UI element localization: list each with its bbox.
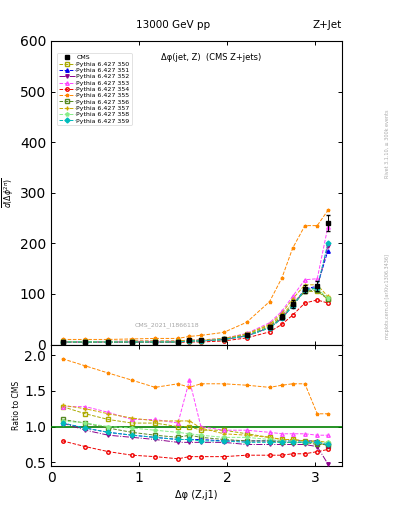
Y-axis label: $\frac{d\sigma}{d(\Delta\phi^{2\pi})}$: $\frac{d\sigma}{d(\Delta\phi^{2\pi})}$ bbox=[0, 177, 18, 208]
Text: Rivet 3.1.10, ≥ 300k events: Rivet 3.1.10, ≥ 300k events bbox=[385, 109, 390, 178]
Text: Z+Jet: Z+Jet bbox=[313, 20, 342, 30]
Y-axis label: Ratio to CMS: Ratio to CMS bbox=[13, 380, 22, 430]
Text: CMS_2021_I1866118: CMS_2021_I1866118 bbox=[135, 322, 200, 328]
Text: Δφ(jet, Z)  (CMS Z+jets): Δφ(jet, Z) (CMS Z+jets) bbox=[161, 53, 261, 62]
Legend: CMS, Pythia 6.427 350, Pythia 6.427 351, Pythia 6.427 352, Pythia 6.427 353, Pyt: CMS, Pythia 6.427 350, Pythia 6.427 351,… bbox=[57, 53, 132, 125]
Text: 13000 GeV pp: 13000 GeV pp bbox=[136, 20, 210, 30]
X-axis label: Δφ (Z,j1): Δφ (Z,j1) bbox=[175, 490, 218, 500]
Text: mcplots.cern.ch [arXiv:1306.3436]: mcplots.cern.ch [arXiv:1306.3436] bbox=[385, 254, 390, 339]
